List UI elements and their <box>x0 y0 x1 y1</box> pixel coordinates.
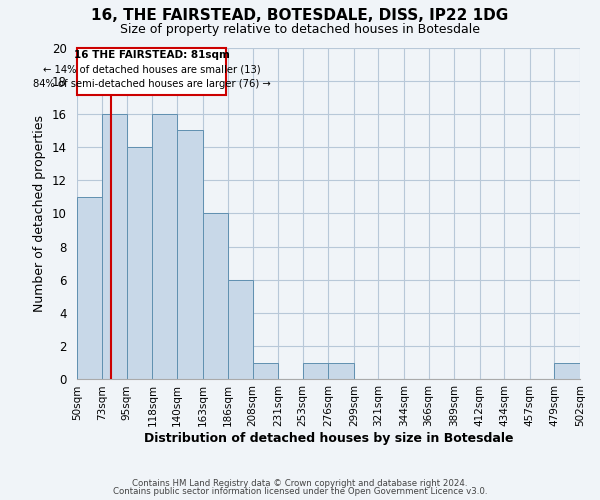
Bar <box>303 363 328 380</box>
X-axis label: Distribution of detached houses by size in Botesdale: Distribution of detached houses by size … <box>143 432 513 445</box>
Text: Size of property relative to detached houses in Botesdale: Size of property relative to detached ho… <box>120 22 480 36</box>
Text: 16 THE FAIRSTEAD: 81sqm: 16 THE FAIRSTEAD: 81sqm <box>74 50 230 60</box>
Bar <box>77 197 103 380</box>
Bar <box>554 363 580 380</box>
Bar <box>127 147 152 380</box>
FancyBboxPatch shape <box>77 48 226 95</box>
Text: 16, THE FAIRSTEAD, BOTESDALE, DISS, IP22 1DG: 16, THE FAIRSTEAD, BOTESDALE, DISS, IP22… <box>91 8 509 22</box>
Text: ← 14% of detached houses are smaller (13): ← 14% of detached houses are smaller (13… <box>43 64 260 74</box>
Bar <box>253 363 278 380</box>
Bar <box>103 114 127 380</box>
Bar <box>203 214 228 380</box>
Text: Contains public sector information licensed under the Open Government Licence v3: Contains public sector information licen… <box>113 487 487 496</box>
Bar <box>152 114 177 380</box>
Y-axis label: Number of detached properties: Number of detached properties <box>34 115 46 312</box>
Bar <box>177 130 203 380</box>
Bar <box>228 280 253 380</box>
Text: Contains HM Land Registry data © Crown copyright and database right 2024.: Contains HM Land Registry data © Crown c… <box>132 478 468 488</box>
Bar <box>328 363 354 380</box>
Text: 84% of semi-detached houses are larger (76) →: 84% of semi-detached houses are larger (… <box>32 78 271 88</box>
